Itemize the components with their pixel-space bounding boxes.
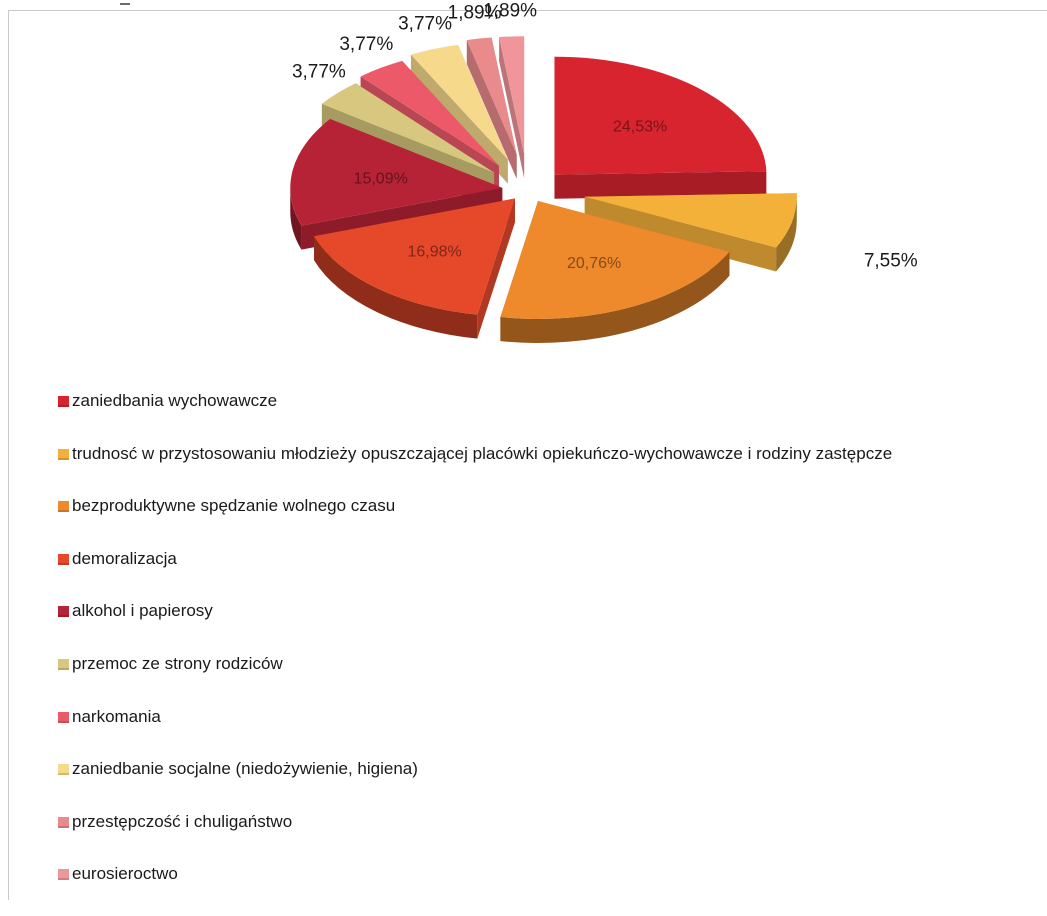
pie-slice-eurosieroctwo — [499, 36, 525, 155]
pie-slice-zaniedbania-wychowawcze — [554, 56, 767, 175]
pie-slice-wall-eurosieroctwo-0 — [499, 37, 525, 179]
pie-slice-bezproduktywne-sp-dzanie-wolne — [500, 200, 730, 319]
chart-frame-left-border — [8, 10, 9, 900]
legend-label: alkohol i papierosy — [72, 601, 213, 621]
legend-item-eurosieroctwo: eurosieroctwo — [58, 863, 892, 916]
pie-slice-rim-bezproduktywne-sp-dzanie-wolne — [500, 251, 730, 343]
scan-artifact — [120, 0, 130, 5]
pie-slice-narkomania — [360, 60, 499, 166]
pie-slice-rim-alkohol-i-papierosy — [290, 187, 302, 250]
legend-item-zaniedbanie-socjalne: zaniedbanie socjalne (niedożywienie, hig… — [58, 758, 892, 811]
legend-item-trudnosc-w-przystosowaniu: trudnosć w przystosowaniu młodzieży opus… — [58, 443, 892, 496]
pie-data-label: 15,09% — [354, 171, 408, 188]
pie-data-labels: 24,53%7,55%20,76%16,98%15,09%3,77%3,77%3… — [292, 0, 918, 272]
legend-label: demoralizacja — [72, 548, 177, 568]
legend-label: zaniedbania wychowawcze — [72, 391, 278, 410]
legend-item-demoralizacja: demoralizacja — [58, 548, 892, 601]
pie-slice-rim-demoralizacja — [314, 236, 478, 339]
pie-slice-zaniedbanie-socjalne-niedo-ywi — [410, 44, 508, 160]
pie-data-label: 7,55% — [864, 250, 918, 271]
legend-swatch — [58, 869, 69, 881]
legend-swatch — [58, 553, 69, 565]
pie-data-label: 24,53% — [613, 119, 667, 136]
pie-data-label: 3,77% — [339, 34, 393, 55]
legend-label: przestępczość i chuligaństwo — [72, 811, 293, 831]
pie-slice-trudnos-w-przystosowaniu-m-odz — [584, 193, 797, 248]
legend-item-narkomania: narkomania — [58, 706, 892, 759]
pie-slice-tops — [290, 36, 797, 319]
legend-label: eurosieroctwo — [72, 864, 178, 884]
pie-data-label: 16,98% — [407, 243, 461, 260]
legend-swatch — [58, 658, 69, 670]
legend-item-bezproduktywne-spedzanie: bezproduktywne spędzanie wolnego czasu — [58, 495, 892, 548]
legend-label: przemoc ze strony rodziców — [72, 653, 283, 673]
pie-slice-wall-demoralizacja-0 — [477, 198, 515, 339]
legend-item-alkohol-i-papierosy: alkohol i papierosy — [58, 600, 892, 653]
pie-chart: 24,53%7,55%20,76%16,98%15,09%3,77%3,77%3… — [290, 0, 918, 343]
pie-slice-rim-trudnos-w-przystosowaniu-m-odz — [776, 196, 797, 272]
legend-item-zaniedbania-wychowawcze: zaniedbania wychowawcze — [58, 390, 892, 443]
legend-label: narkomania — [72, 706, 161, 726]
pie-data-label: 1,89% — [448, 3, 502, 24]
legend-swatch — [58, 711, 69, 723]
legend-swatch — [58, 501, 69, 513]
legend-swatch — [58, 816, 69, 828]
chart-frame-top-border — [8, 10, 1047, 11]
pie-data-label: 1,89% — [483, 0, 537, 21]
legend-swatch — [58, 764, 69, 776]
pie-slice-alkohol-i-papierosy — [290, 119, 503, 226]
pie-slice-wall-przest-pczo-i-chuliga-stwo-0 — [466, 40, 517, 179]
legend-item-przestepczosc-i-chuliganstwo: przestępczość i chuligaństwo — [58, 811, 892, 864]
legend-label: zaniedbanie socjalne (niedożywienie, hig… — [72, 759, 418, 779]
legend-swatch — [58, 448, 69, 460]
legend-label: trudnosć w przystosowaniu młodzieży opus… — [72, 443, 893, 463]
legend-swatch — [58, 606, 69, 618]
pie-data-label: 20,76% — [567, 255, 621, 272]
pie-slice-przest-pczo-i-chuliga-stwo — [466, 37, 517, 155]
pie-slice-demoralizacja — [314, 198, 515, 315]
pie-data-label: 3,77% — [398, 14, 452, 35]
legend-swatch — [58, 396, 69, 407]
chart-legend: zaniedbania wychowawcze trudnosć w przys… — [58, 390, 892, 916]
pie-slice-przemoc-ze-strony-rodzic-w — [321, 83, 495, 173]
legend-label: bezproduktywne spędzanie wolnego czasu — [72, 496, 396, 516]
pie-slice-wall-zaniedbania-wychowawcze-1 — [554, 171, 767, 199]
pie-data-label: 3,77% — [292, 61, 346, 82]
legend-item-przemoc-ze-strony-rodzicow: przemoc ze strony rodziców — [58, 653, 892, 706]
